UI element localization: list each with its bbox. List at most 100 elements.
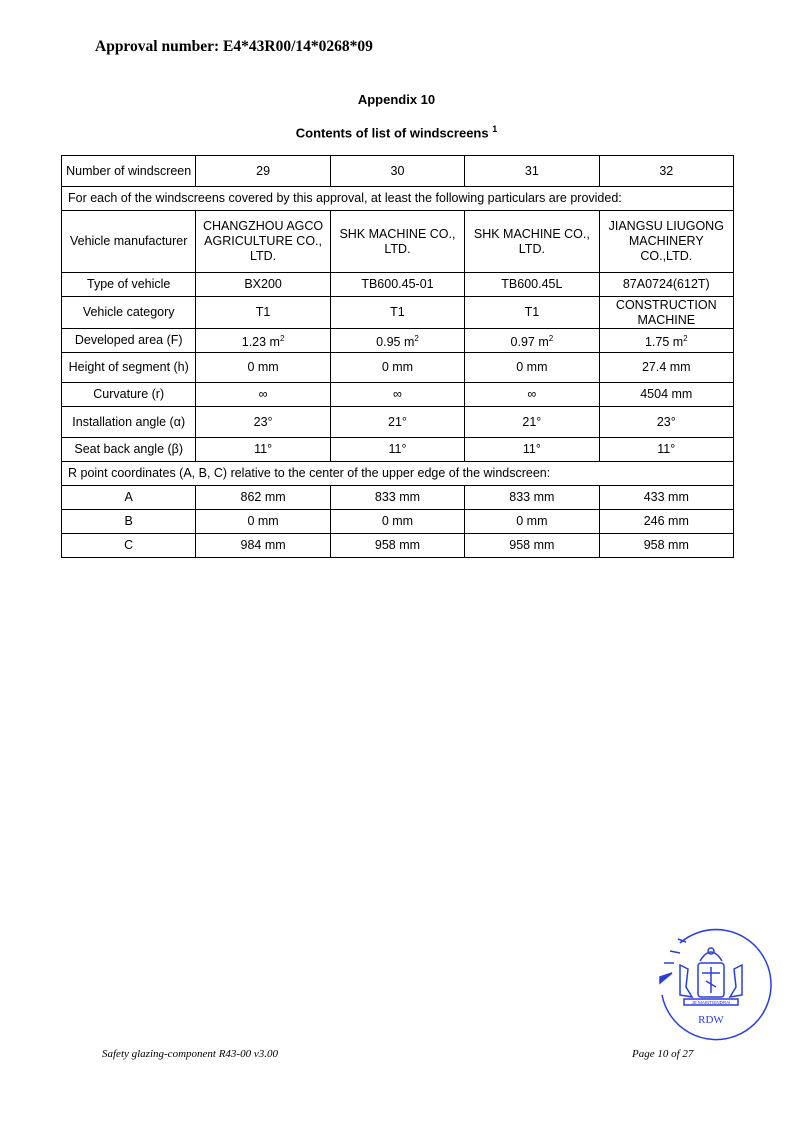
cell-value: JIANGSU LIUGONG MACHINERY CO.,LTD. bbox=[608, 219, 724, 263]
table-cell: 0 mm bbox=[195, 509, 331, 534]
cell-value: CHANGZHOU AGCO AGRICULTURE CO., LTD. bbox=[203, 219, 324, 263]
cell-value: 433 mm bbox=[643, 490, 689, 504]
cell-value: 0 mm bbox=[247, 360, 279, 374]
footnote-mark: 1 bbox=[492, 124, 498, 134]
table-cell: T1 bbox=[464, 296, 600, 329]
table-cell: 862 mm bbox=[195, 485, 331, 510]
intro-row: For each of the windscreens covered by t… bbox=[61, 186, 734, 211]
table-cell: 11° bbox=[598, 437, 735, 462]
column-header: 31 bbox=[464, 155, 600, 187]
table-header-row: Number of windscreen 29 30 31 32 bbox=[60, 155, 735, 187]
table-cell: ∞ bbox=[464, 382, 600, 407]
table-row: Vehicle category T1 T1 T1 CONSTRUCTION MACHI… bbox=[60, 296, 735, 329]
table-cell: 23° bbox=[195, 406, 331, 438]
cell-value: 833 mm bbox=[374, 490, 421, 504]
cell-value: 21° bbox=[522, 414, 542, 429]
cell-value: BX200 bbox=[244, 277, 282, 291]
superscript: 2 bbox=[548, 333, 554, 343]
table-cell: SHK MACHINE CO., LTD. bbox=[329, 210, 466, 273]
cell-value: 1.75 m bbox=[644, 335, 684, 350]
table-cell: 21° bbox=[464, 406, 600, 438]
cell-value: 0 mm bbox=[247, 514, 279, 528]
superscript: 2 bbox=[279, 333, 285, 343]
cell-value: TB600.45L bbox=[501, 277, 563, 291]
column-header: 29 bbox=[195, 155, 331, 187]
cell-value: TB600.45-01 bbox=[361, 277, 434, 291]
stamp-text: RDW bbox=[698, 1014, 724, 1026]
cell-value: SHK MACHINE CO., LTD. bbox=[339, 226, 456, 256]
cell-value: T1 bbox=[255, 305, 271, 319]
footer-document-name: Safety glazing-component R43-00 v3.00 bbox=[102, 1048, 278, 1060]
contents-title: Contents of list of windscreens 1 bbox=[0, 124, 793, 140]
column-header: 32 bbox=[598, 155, 735, 187]
cell-value: 11° bbox=[254, 442, 273, 456]
table-row: Type of vehicle BX200 TB600.45-01 TB600.45L… bbox=[60, 272, 735, 297]
row-label: B bbox=[60, 509, 197, 534]
table-cell: JIANGSU LIUGONG MACHINERY CO.,LTD. bbox=[598, 210, 735, 273]
table-cell: 87A0724(612T) bbox=[598, 272, 735, 297]
cell-value: 0 mm bbox=[381, 360, 414, 374]
table-cell: TB600.45-01 bbox=[329, 272, 466, 297]
table-cell: 958 mm bbox=[464, 533, 600, 558]
row-label: Seat back angle (β) bbox=[60, 437, 197, 462]
header-label: Number of windscreen bbox=[60, 155, 197, 187]
table-row: Curvature (r) ∞ ∞ ∞ 4504 mm bbox=[60, 382, 735, 407]
table-cell: 23° bbox=[598, 406, 735, 438]
cell-value: 0 mm bbox=[381, 514, 414, 528]
table-row: Seat back angle (β) 11° 11° 11° 11° bbox=[60, 437, 735, 462]
cell-value: 958 mm bbox=[374, 538, 421, 552]
cell-value: 23° bbox=[656, 414, 676, 429]
cell-value: 11° bbox=[388, 442, 407, 456]
cell-value: 246 mm bbox=[643, 514, 689, 528]
table-cell: T1 bbox=[329, 296, 466, 329]
table-row: C 984 mm 958 mm 958 mm 958 mm bbox=[60, 533, 735, 558]
table-cell: 833 mm bbox=[329, 485, 466, 510]
table-cell: 433 mm bbox=[598, 485, 735, 510]
row-label: C bbox=[60, 533, 197, 558]
row-label: Height of segment (h) bbox=[60, 352, 197, 383]
cell-value: CONSTRUCTION MACHINE bbox=[615, 297, 717, 327]
table-cell: 27.4 mm bbox=[598, 352, 735, 383]
footer-page-number: Page 10 of 27 bbox=[632, 1048, 694, 1060]
cell-value: 958 mm bbox=[643, 538, 689, 552]
table-cell: TB600.45L bbox=[464, 272, 600, 297]
cell-value: 958 mm bbox=[509, 538, 555, 552]
row-label: A bbox=[60, 485, 197, 510]
table-cell: 0 mm bbox=[329, 352, 466, 383]
row-label: Curvature (r) bbox=[60, 382, 197, 407]
table-cell: 11° bbox=[464, 437, 600, 462]
cell-value: 0.97 m bbox=[510, 335, 549, 350]
cell-value: 4504 mm bbox=[640, 387, 693, 401]
table-cell: ∞ bbox=[329, 382, 466, 407]
cell-value: T1 bbox=[524, 305, 540, 319]
table-cell: 1.23 m2 bbox=[195, 328, 331, 353]
table-cell: T1 bbox=[195, 296, 331, 329]
table-cell: 0.95 m2 bbox=[329, 328, 466, 353]
table-cell: 958 mm bbox=[598, 533, 735, 558]
superscript: 2 bbox=[683, 333, 688, 343]
table-cell: ∞ bbox=[195, 382, 331, 407]
cell-value: T1 bbox=[390, 305, 405, 319]
row-label: Type of vehicle bbox=[60, 272, 197, 297]
cell-value: ∞ bbox=[527, 387, 537, 401]
svg-text:JE MAINTIENDRAI: JE MAINTIENDRAI bbox=[692, 1000, 731, 1005]
row-label: Developed area (F) bbox=[60, 328, 197, 353]
rdw-stamp: JE MAINTIENDRAI RDW bbox=[659, 928, 772, 1041]
table-row: A 862 mm 833 mm 833 mm 433 mm bbox=[60, 485, 735, 510]
table-row: Height of segment (h) 0 mm 0 mm 0 mm 27.4 mm bbox=[60, 352, 735, 383]
table-cell: 0 mm bbox=[195, 352, 331, 383]
table-row: Installation angle (α) 23° 21° 21° 23° bbox=[60, 406, 735, 438]
approval-number: Approval number: E4*43R00/14*0268*09 bbox=[95, 38, 373, 55]
cell-value: ∞ bbox=[393, 387, 402, 401]
row-label: Vehicle category bbox=[60, 296, 197, 329]
cell-value: 11° bbox=[657, 442, 676, 456]
table-row: Vehicle manufacturer CHANGZHOU AGCO AGRIC… bbox=[60, 210, 735, 273]
table-cell: 958 mm bbox=[329, 533, 466, 558]
table-cell: SHK MACHINE CO., LTD. bbox=[464, 210, 600, 273]
cell-value: 11° bbox=[522, 442, 541, 456]
cell-value: 984 mm bbox=[240, 538, 286, 552]
cell-value: 21° bbox=[388, 414, 407, 429]
row-label: Installation angle (α) bbox=[60, 406, 197, 438]
intro-text: For each of the windscreens covered by t… bbox=[61, 186, 734, 211]
table-cell: BX200 bbox=[195, 272, 331, 297]
